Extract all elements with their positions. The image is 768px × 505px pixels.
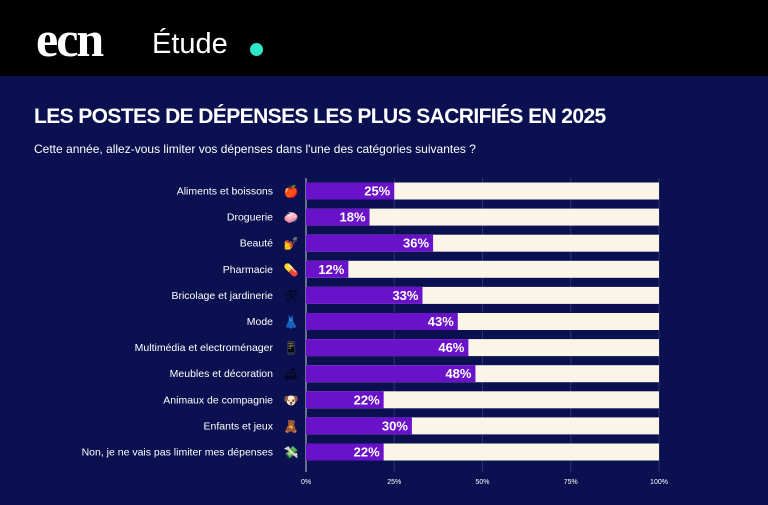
category-icon: 🧸 — [284, 419, 299, 433]
bar-remainder — [306, 260, 659, 278]
bar — [306, 339, 469, 357]
x-tick-label: 75% — [564, 479, 578, 486]
header-label: Étude — [152, 28, 228, 60]
bar — [306, 182, 395, 200]
chart-subtitle: Cette année, allez-vous limiter vos dépe… — [34, 142, 476, 156]
category-label: Meubles et décoration — [170, 368, 273, 380]
category-icon: 🐶 — [284, 393, 299, 407]
category-icon: 🍎 — [284, 184, 299, 199]
data-label: 36% — [403, 236, 429, 251]
category-label: Beauté — [240, 238, 273, 250]
x-tick-label: 25% — [387, 479, 401, 486]
x-tick-label: 100% — [650, 479, 668, 486]
x-tick-label: 50% — [475, 479, 489, 486]
bar — [306, 286, 423, 304]
category-icon: 💅 — [284, 237, 299, 251]
category-label: Aliments et boissons — [177, 186, 273, 198]
category-label: Animaux de compagnie — [163, 394, 273, 406]
category-icon: 📱 — [284, 341, 299, 355]
category-icon: 🧼 — [284, 211, 299, 225]
category-label: Droguerie — [227, 212, 273, 224]
bar — [306, 443, 384, 461]
category-icon: 🛠 — [283, 289, 298, 303]
bar — [306, 365, 476, 383]
data-label: 22% — [354, 392, 380, 407]
data-label: 22% — [354, 445, 380, 460]
category-label: Mode — [247, 316, 273, 328]
data-label: 30% — [382, 418, 408, 433]
chart-title: LES POSTES DE DÉPENSES LES PLUS SACRIFIÉ… — [34, 105, 606, 128]
dot-icon — [250, 43, 263, 56]
category-label: Non, je ne vais pas limiter mes dépenses — [82, 447, 273, 459]
bar — [306, 234, 434, 252]
bar-remainder — [306, 208, 659, 226]
bar-remainder — [306, 391, 659, 409]
header-bar: ecn Étude — [0, 0, 768, 76]
category-label: Bricolage et jardinerie — [171, 290, 273, 302]
bar — [306, 417, 412, 435]
data-label: 43% — [428, 314, 454, 329]
bar — [306, 208, 370, 226]
bar — [306, 391, 384, 409]
category-icon: 💸 — [284, 446, 299, 460]
category-icon: 👗 — [284, 315, 299, 329]
data-label: 46% — [438, 340, 464, 355]
category-icon: 🛋 — [283, 367, 298, 381]
data-label: 33% — [392, 288, 418, 303]
data-label: 48% — [445, 366, 471, 381]
category-icon: 💊 — [284, 262, 299, 277]
data-label: 12% — [318, 262, 344, 277]
category-label: Pharmacie — [223, 264, 273, 276]
data-label: 25% — [364, 184, 390, 199]
bar — [306, 260, 349, 278]
ecn-logo: ecn — [36, 11, 104, 67]
category-label: Multimédia et electroménager — [135, 342, 274, 354]
category-label: Enfants et jeux — [204, 420, 274, 432]
data-label: 18% — [340, 210, 366, 225]
bar — [306, 313, 458, 330]
bar-remainder — [306, 443, 659, 461]
x-tick-label: 0% — [301, 479, 311, 486]
